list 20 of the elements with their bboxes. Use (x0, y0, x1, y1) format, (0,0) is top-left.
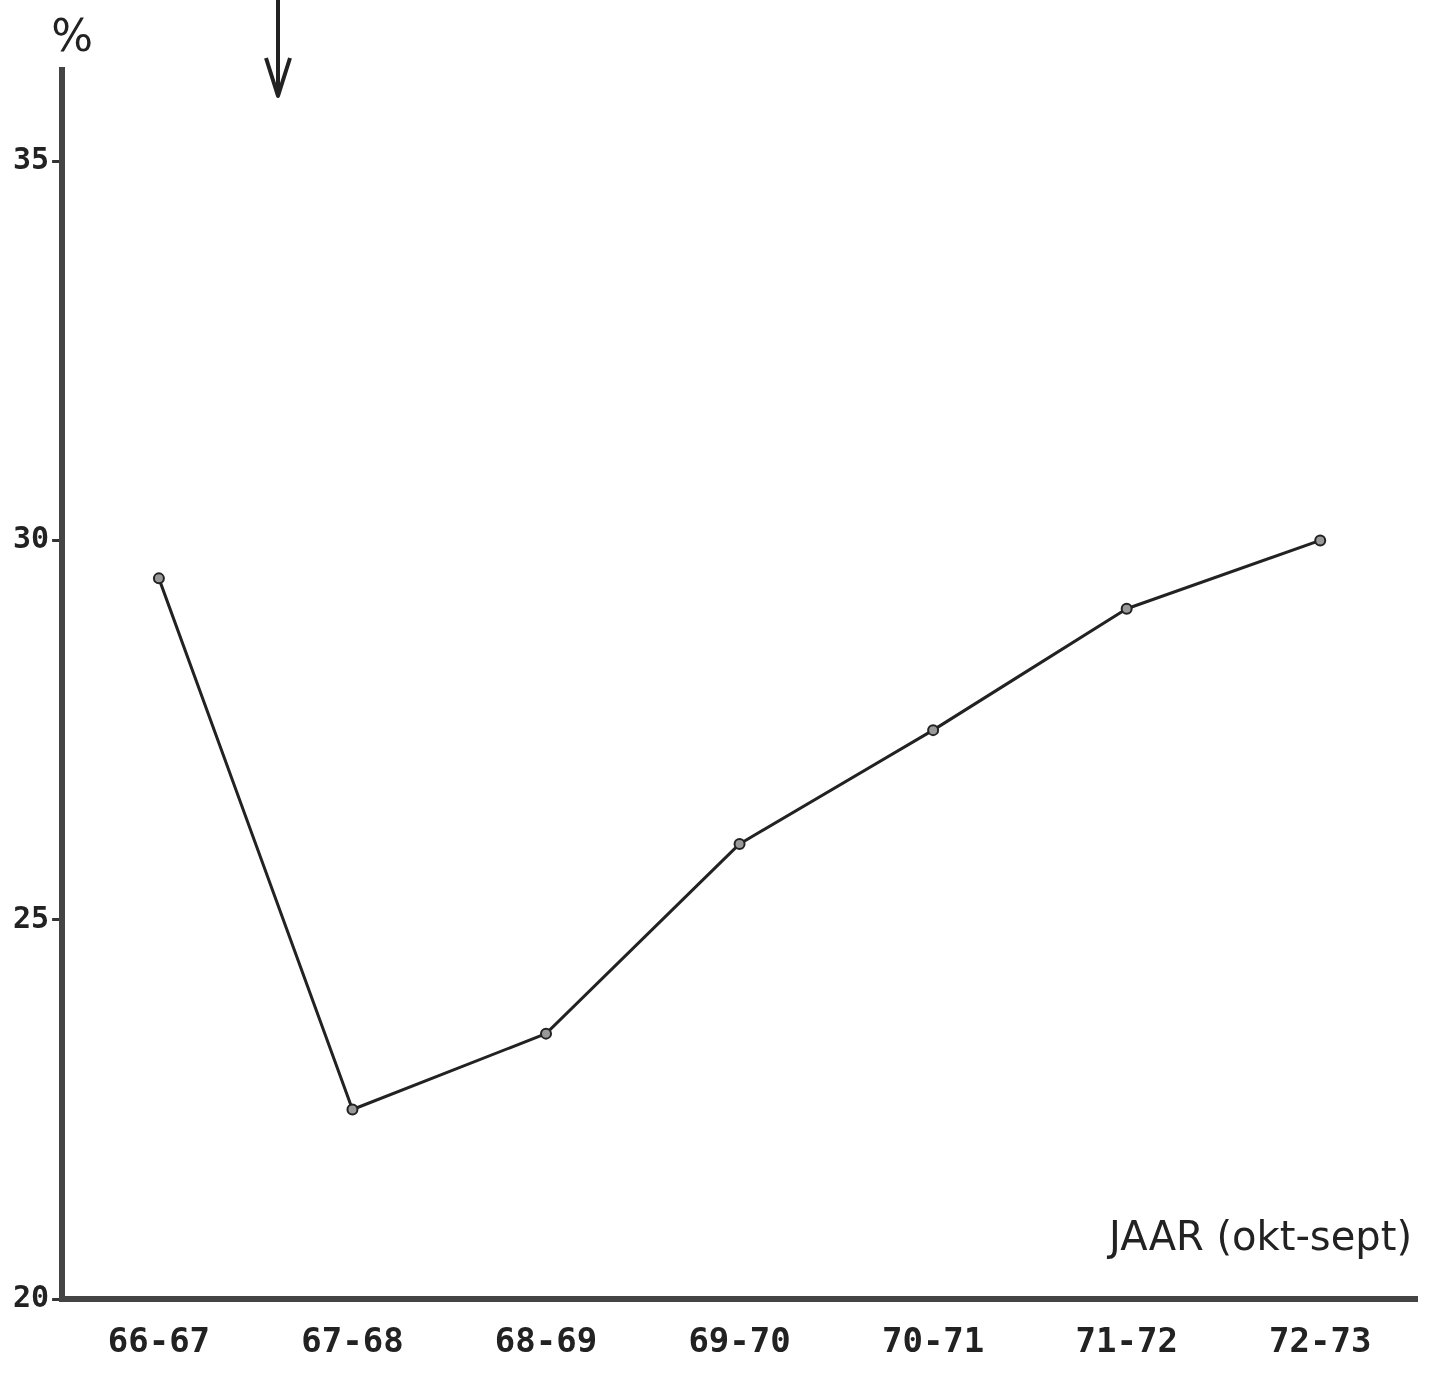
y-tick-label: 20 (13, 1279, 50, 1314)
point (1314, 534, 1327, 547)
x-tick-label: 70-71 (881, 1320, 985, 1361)
x-tick-label: 67-68 (301, 1320, 404, 1361)
x-tick-label: 68-69 (494, 1320, 598, 1361)
x-tick-label: 69-70 (688, 1320, 791, 1361)
point (346, 1103, 359, 1116)
x-tick-label: 71-72 (1075, 1320, 1178, 1361)
y-tick-label: 25 (13, 899, 50, 935)
y-tick-label: 35 (13, 140, 50, 176)
point (927, 724, 940, 737)
x-tick-label: 72-73 (1269, 1320, 1372, 1361)
y-tick-label: 30 (13, 520, 50, 556)
y-axis-title: % (51, 10, 94, 62)
point (152, 572, 165, 585)
point (540, 1027, 553, 1040)
x-tick-label: 66-67 (107, 1320, 211, 1361)
point (733, 837, 746, 850)
x-axis-title: JAAR (okt-sept) (1106, 1212, 1412, 1259)
point (1120, 602, 1133, 615)
